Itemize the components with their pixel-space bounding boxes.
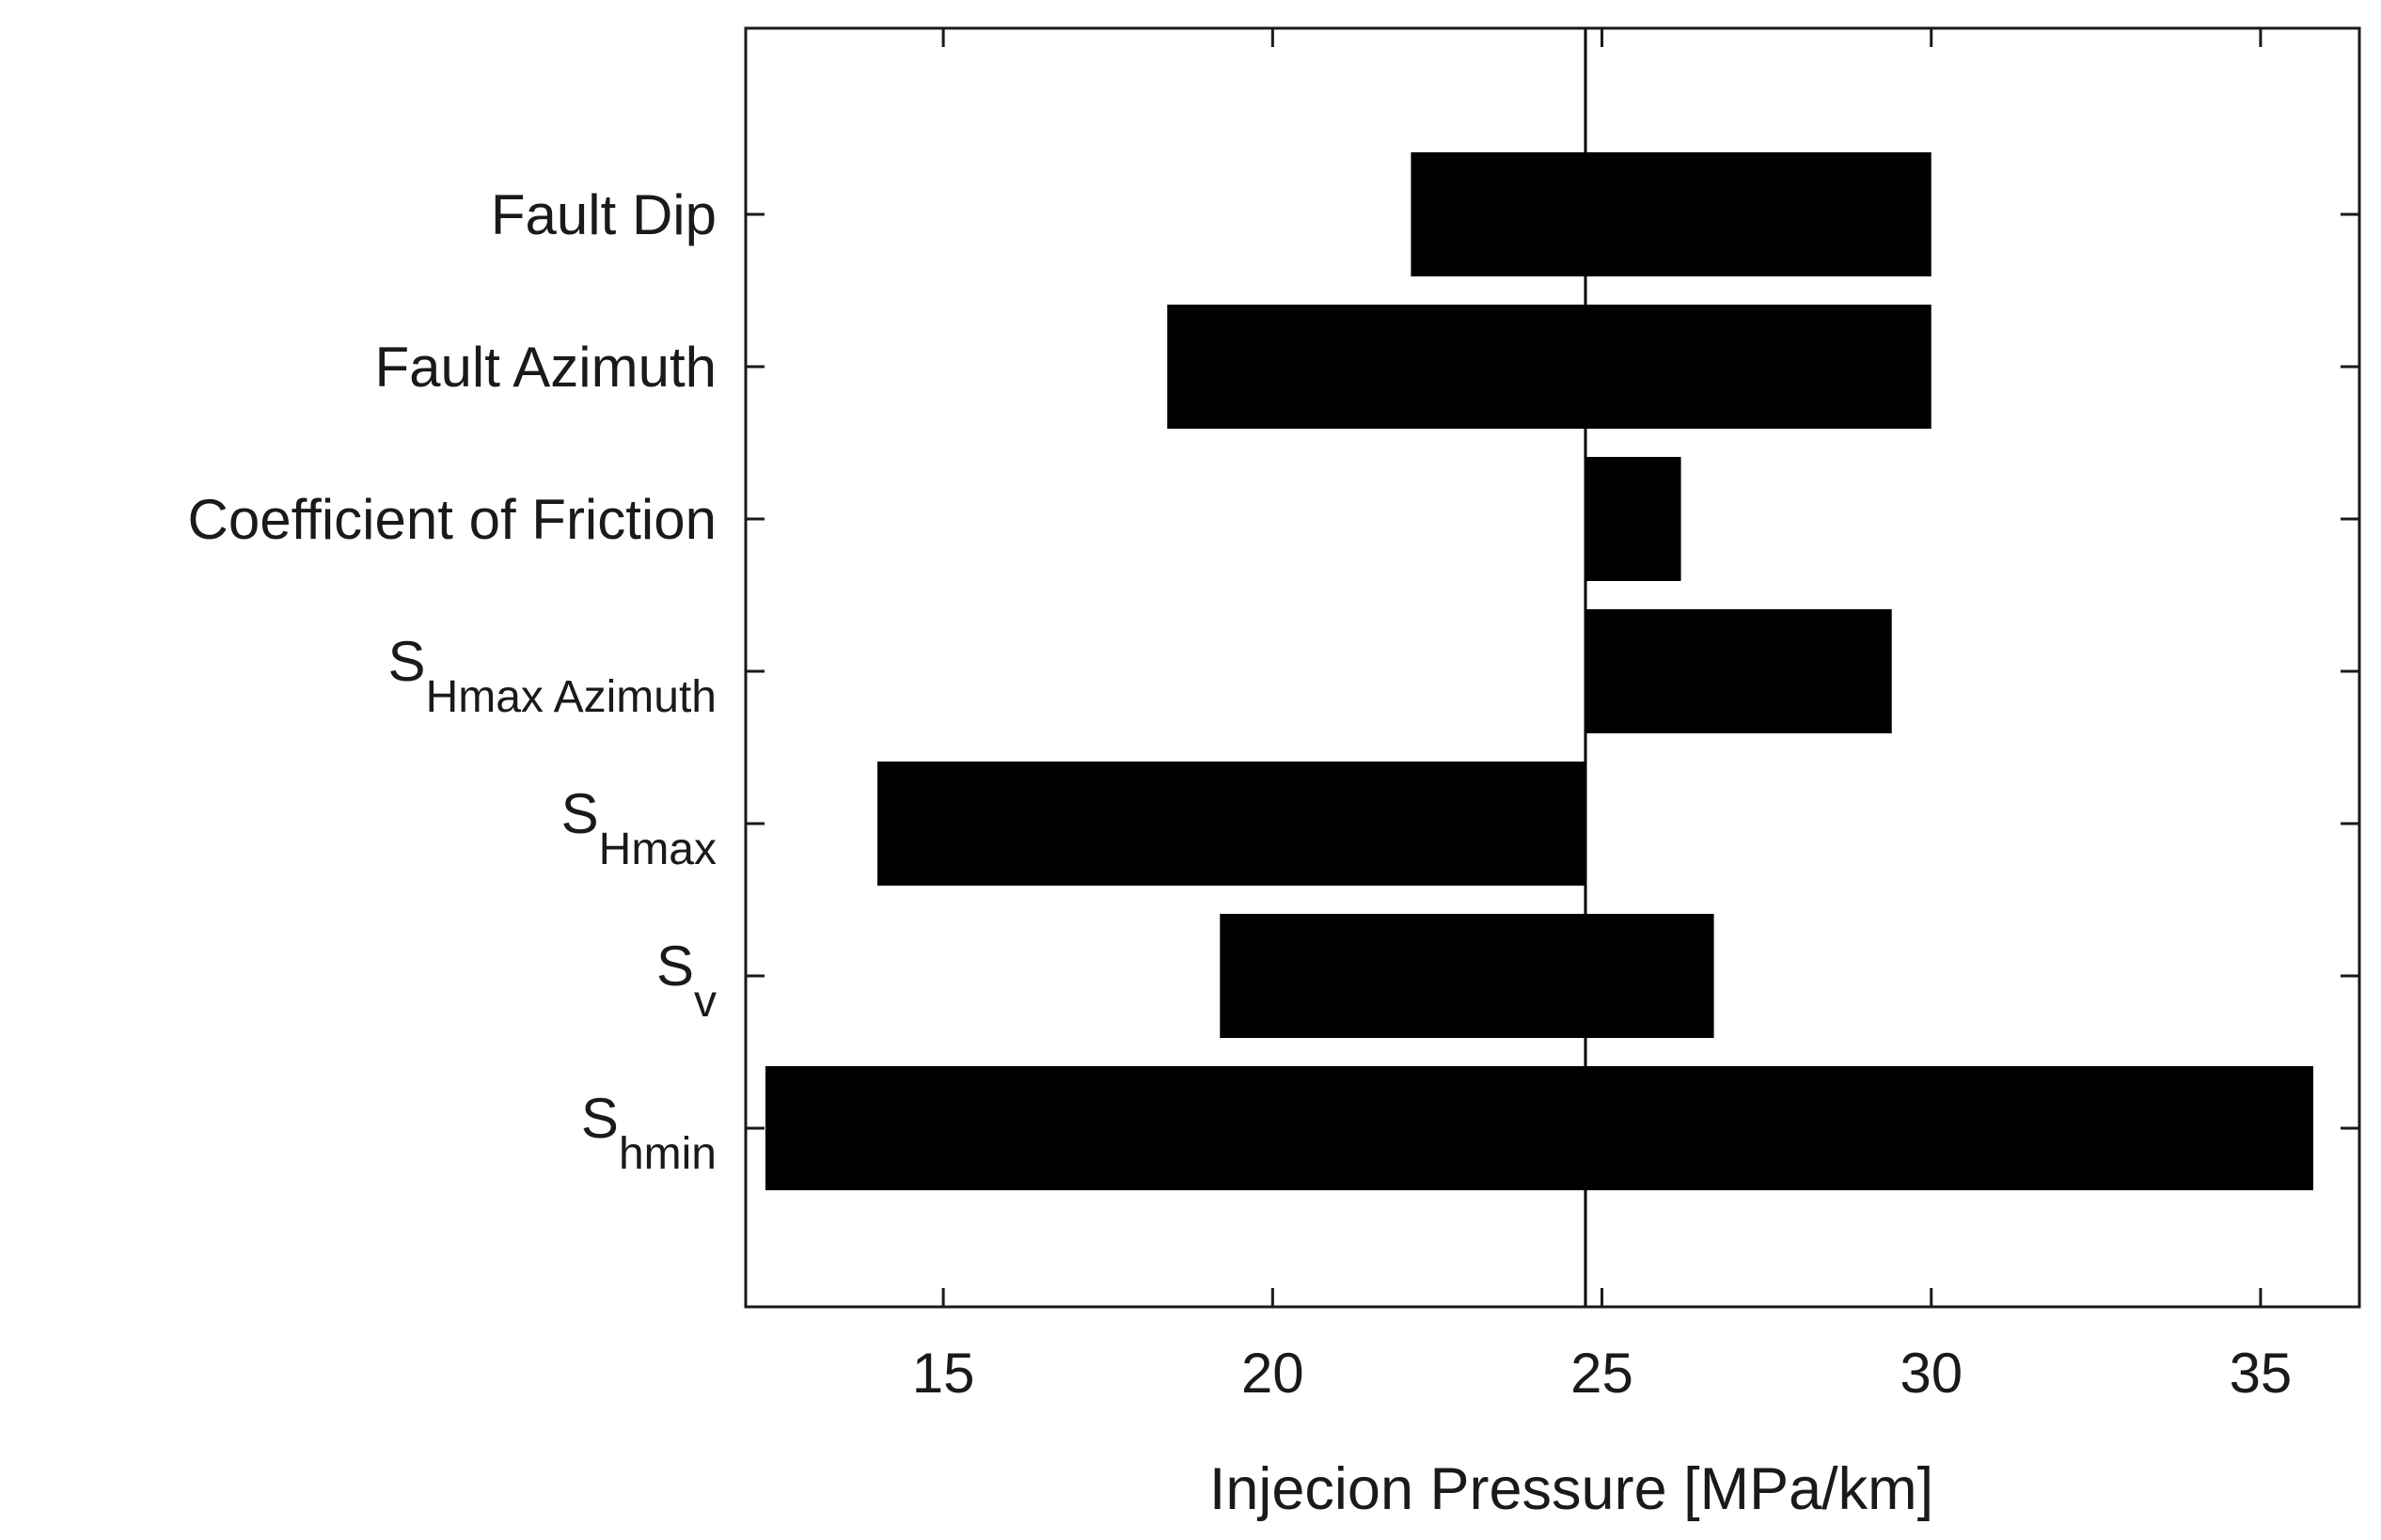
category-label: SHmax Azimuth — [388, 630, 717, 722]
y-axis-ticks — [746, 212, 2359, 1130]
x-tick-label: 35 — [2230, 1342, 2293, 1405]
category-labels: Fault Dip Fault Azimuth Coefficient of Fri… — [188, 183, 717, 1179]
x-tick-label: 30 — [1900, 1342, 1963, 1405]
bar-6 — [1220, 914, 1714, 1038]
x-axis-ticks: 15 20 25 30 35 — [912, 28, 2293, 1405]
category-label: Fault Dip — [491, 183, 717, 246]
category-label: Fault Azimuth — [375, 336, 717, 399]
bar-1 — [1411, 152, 1932, 276]
category-label: Shmin — [581, 1087, 717, 1179]
bar-4 — [1585, 609, 1892, 733]
bars-group — [765, 152, 2313, 1190]
category-label: SHmax — [561, 782, 717, 874]
plot-frame — [744, 26, 2361, 1309]
bar-2 — [1167, 305, 1932, 429]
category-label: Coefficient of Friction — [188, 488, 717, 551]
x-tick-label: 15 — [912, 1342, 975, 1405]
category-label: Sv — [656, 935, 717, 1027]
x-axis-label: Injecion Pressure [MPa/km] — [1209, 1456, 1933, 1522]
bar-3 — [1585, 457, 1681, 581]
bar-5 — [877, 762, 1586, 886]
x-tick-label: 25 — [1570, 1342, 1633, 1405]
bar-7 — [765, 1066, 2313, 1190]
x-tick-label: 20 — [1241, 1342, 1304, 1405]
